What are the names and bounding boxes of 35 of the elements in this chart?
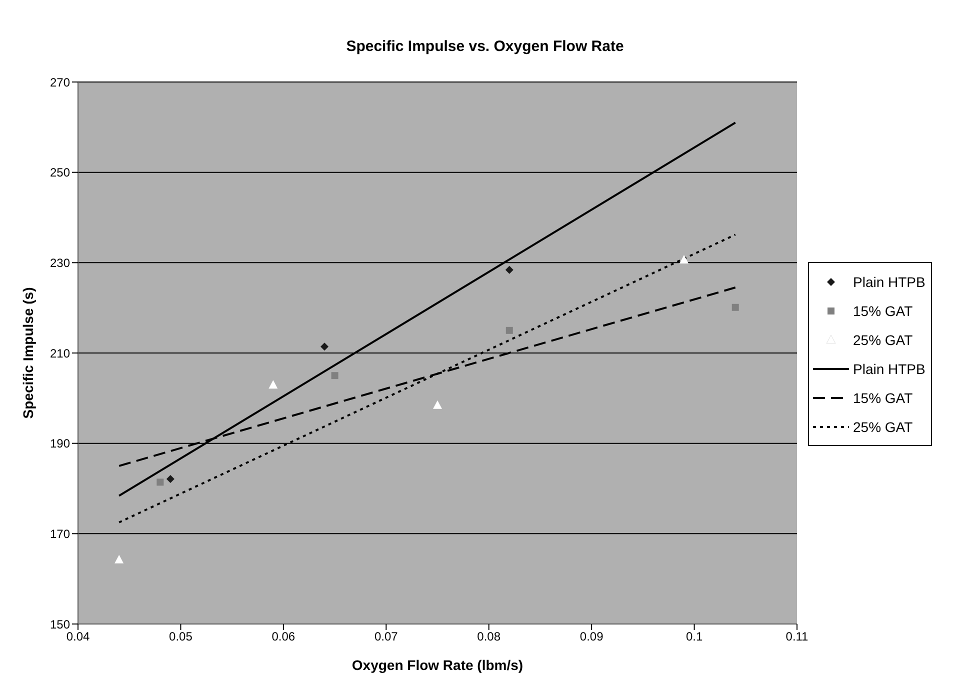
point [433,400,442,409]
legend-label: 15% GAT [853,390,913,406]
x-tick-label: 0.11 [786,630,809,644]
point [268,380,278,389]
y-tick-label: 170 [50,526,70,541]
y-axis-title: Specific Impulse (s) [20,287,36,419]
point [680,254,689,264]
point [506,326,513,334]
legend-label: 25% GAT [853,418,913,434]
point [166,475,174,484]
point [505,266,514,274]
legend-label: Plain HTPB [853,274,926,290]
x-tick-label: 0.07 [374,630,398,644]
x-axis-title: Oxygen Flow Rate (lbm/s) [352,657,524,673]
legend-label: 15% GAT [853,302,913,318]
chart-title: Specific Impulse vs. Oxygen Flow Rate [346,38,624,55]
point [320,342,329,351]
x-tick-label: 0.06 [272,630,296,644]
x-tick-label: 0.04 [66,630,90,644]
x-tick-label: 0.05 [169,630,193,644]
y-tick-label: 150 [50,617,70,632]
point [331,372,338,380]
y-tick-label: 270 [50,75,70,90]
y-tick-label: 210 [50,346,70,360]
x-tick-label: 0.08 [477,630,501,644]
x-tick-label: 0.09 [580,630,604,644]
y-tick-label: 190 [50,436,70,451]
legend-label: 25% GAT [853,332,913,348]
point [156,478,164,486]
x-tick-label: 0.1 [686,630,703,644]
point [114,554,124,564]
y-tick-label: 230 [50,256,70,270]
legend-label: Plain HTPB [853,360,926,376]
point [732,304,739,311]
y-tick-label: 250 [50,166,70,180]
